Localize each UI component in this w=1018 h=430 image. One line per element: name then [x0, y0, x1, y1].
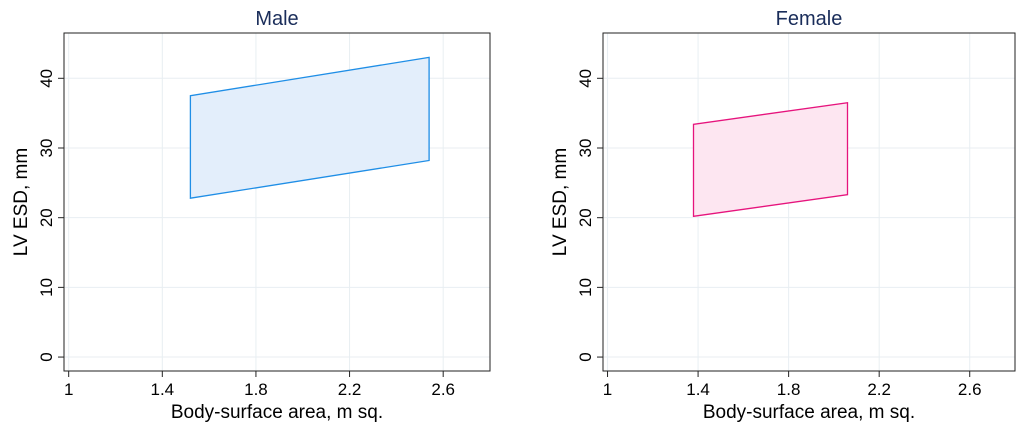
y-tick-label: 10 — [37, 278, 56, 297]
y-tick-label: 0 — [576, 352, 595, 361]
y-axis-label: LV ESD, mm — [11, 148, 32, 256]
range-area — [189, 56, 430, 199]
chart-title: Female — [776, 8, 843, 30]
chart-panel-male: 1 1.4 1.8 2.2 2.6 0 10 20 30 40 Male Body-surfac… — [11, 8, 491, 423]
y-tick-label: 10 — [576, 278, 595, 297]
x-axis-label: Body-surface area, m sq. — [703, 402, 915, 423]
plot-frame — [602, 32, 1016, 372]
chart-title: Male — [255, 8, 298, 30]
x-axis: 1 1.4 1.8 2.2 2.6 — [603, 371, 982, 399]
y-tick-label: 40 — [37, 69, 56, 88]
y-tick-label: 40 — [576, 69, 595, 88]
x-axis: 1 1.4 1.8 2.2 2.6 — [64, 371, 455, 399]
x-tick-label: 2.2 — [867, 380, 891, 399]
x-tick-label: 1.8 — [777, 380, 801, 399]
y-tick-label: 20 — [576, 208, 595, 227]
x-tick-label: 1.4 — [686, 380, 710, 399]
plot-area — [603, 33, 1015, 371]
y-tick-label: 0 — [37, 352, 56, 361]
y-axis-label: LV ESD, mm — [550, 148, 571, 256]
plot-frame — [63, 32, 491, 372]
y-tick-label: 20 — [37, 208, 56, 227]
x-tick-label: 1.4 — [150, 380, 174, 399]
x-axis-label: Body-surface area, m sq. — [171, 402, 383, 423]
x-tick-label: 1 — [603, 380, 612, 399]
x-tick-label: 1.8 — [244, 380, 268, 399]
x-tick-label: 1 — [64, 380, 73, 399]
y-axis: 0 10 20 30 40 — [37, 69, 64, 362]
x-tick-label: 2.6 — [958, 380, 982, 399]
x-tick-label: 2.6 — [431, 380, 455, 399]
area-polygon — [189, 56, 430, 199]
x-tick-label: 2.2 — [338, 380, 362, 399]
y-tick-label: 30 — [37, 139, 56, 158]
chart-panel-female: 1 1.4 1.8 2.2 2.6 0 10 20 30 40 Female Body-surf… — [550, 8, 1016, 423]
y-tick-label: 30 — [576, 139, 595, 158]
range-area — [692, 101, 849, 218]
area-polygon — [692, 101, 849, 218]
y-axis: 0 10 20 30 40 — [576, 69, 603, 362]
